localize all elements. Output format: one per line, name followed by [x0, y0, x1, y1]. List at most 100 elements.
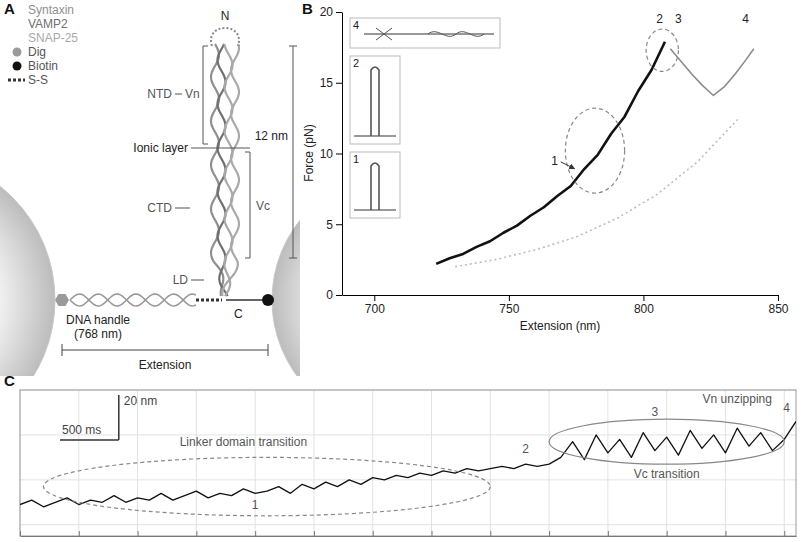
inset-sketch: [376, 28, 392, 40]
x-tick: [79, 531, 80, 536]
vn-bracket: [203, 46, 208, 144]
x-tick: [608, 531, 609, 536]
y-tick: 10: [320, 147, 342, 161]
grid-line: [607, 390, 608, 536]
y-tick: 20: [320, 5, 342, 19]
label: 12 nm: [255, 129, 288, 143]
dna-strand: [70, 294, 196, 306]
x-tick-mark: [20, 531, 21, 536]
y-tick-label: 20: [320, 5, 334, 19]
inset-frame: [350, 152, 400, 218]
x-tick: 700: [365, 295, 385, 316]
ntd-dash: [175, 94, 182, 95]
annotation: Vn unzipping: [703, 392, 772, 406]
legend-label: S-S: [28, 73, 48, 87]
x-axis-title: Extension (nm): [520, 319, 601, 333]
grid-line: [549, 390, 550, 536]
inset-frame: [350, 18, 500, 48]
x-tick: [373, 531, 374, 536]
x-tick-mark: [196, 531, 197, 536]
y-tick-label: 10: [320, 147, 334, 161]
x-tick-mark: [373, 531, 374, 536]
panel-b: 700 750 800 850 0 5 10 15 20 Extension (nm) Force …: [302, 0, 789, 333]
grid-line: [725, 390, 726, 536]
x-tick-label: 800: [634, 302, 654, 316]
panel-a: ASyntaxinVAMP2SNAP-25DigBiotinS-SNNTDVnI…: [0, 0, 528, 445]
grid-line: [490, 390, 491, 536]
scale-bar-time: [60, 439, 119, 441]
x-axis: 700 750 800 850: [343, 295, 789, 316]
vc-bracket: [245, 152, 250, 258]
inset-label: 4: [353, 19, 359, 31]
legend-marker: [13, 62, 22, 71]
annotation-arrow: [561, 162, 575, 169]
x-tick-mark: [432, 531, 433, 536]
x-tick-mark: [374, 295, 375, 301]
x-tick-mark: [725, 531, 726, 536]
x-tick-mark: [778, 295, 779, 301]
bead: [0, 155, 55, 376]
x-tick: [138, 531, 139, 536]
y-tick-label: 0: [326, 288, 333, 302]
insets: 421: [350, 18, 500, 218]
legend-label: SNAP-25: [28, 31, 78, 45]
scale-bar-label: 20 nm: [124, 394, 157, 408]
annotation: 2: [522, 442, 529, 456]
inset-sketch: [354, 135, 396, 136]
n-terminal-loop: [211, 28, 239, 46]
annotation: 1: [252, 498, 259, 512]
dig: [55, 294, 69, 306]
x-tick: 750: [499, 295, 519, 316]
ctd-dash: [175, 208, 190, 209]
biotin: [262, 294, 274, 306]
plot-frame: [20, 390, 796, 536]
x-axis-line: [21, 536, 797, 537]
grid-line: [372, 390, 373, 536]
legend-label: Syntaxin: [28, 3, 74, 17]
y-tick: 0: [326, 288, 342, 302]
y-tick-mark: [336, 295, 342, 296]
annotation: 4: [742, 12, 749, 26]
legend-marker: [8, 79, 25, 82]
x-tick-mark: [784, 531, 785, 536]
x-tick-mark: [314, 531, 315, 536]
y-axis: 0 5 10 15 20: [320, 5, 343, 302]
y-axis-title: Force (pN): [302, 124, 316, 181]
y-tick-mark: [336, 83, 342, 84]
inset-sketch: [371, 163, 379, 210]
x-tick-label: 700: [365, 302, 385, 316]
y-tick: 5: [326, 218, 342, 232]
label: Ionic layer: [133, 141, 188, 155]
grid-line: [313, 390, 314, 536]
annotation: 3: [652, 405, 659, 419]
linker: [226, 299, 262, 301]
grid-line: [196, 390, 197, 536]
legend-marker: [13, 48, 22, 57]
dna-strand: [70, 294, 196, 306]
grid-line: [431, 390, 432, 536]
x-tick-mark: [255, 531, 256, 536]
label: Vc: [256, 199, 270, 213]
x-tick-label: 750: [499, 302, 519, 316]
x-tick: [667, 531, 668, 536]
y-tick-label: 15: [320, 76, 334, 90]
annotation: 2: [656, 12, 663, 26]
highlight-region: [565, 108, 624, 193]
annotation: Linker domain transition: [180, 435, 307, 449]
x-tick: [20, 531, 21, 536]
length-bar: [289, 46, 297, 258]
legend-label: VAMP2: [28, 17, 68, 31]
label: LD: [173, 273, 189, 287]
highlight-region: [549, 419, 784, 464]
plot-data: [20, 419, 796, 516]
force-curve: [436, 42, 665, 264]
x-axis-line: [343, 295, 779, 296]
x-tick-mark: [490, 531, 491, 536]
legend-label: Dig: [28, 45, 46, 59]
x-tick: [196, 531, 197, 536]
y-axis-line: [342, 13, 343, 296]
x-tick-label: 850: [768, 302, 788, 316]
inset-label: 1: [353, 153, 359, 165]
label: (768 nm): [74, 327, 122, 341]
helix: [222, 44, 239, 296]
